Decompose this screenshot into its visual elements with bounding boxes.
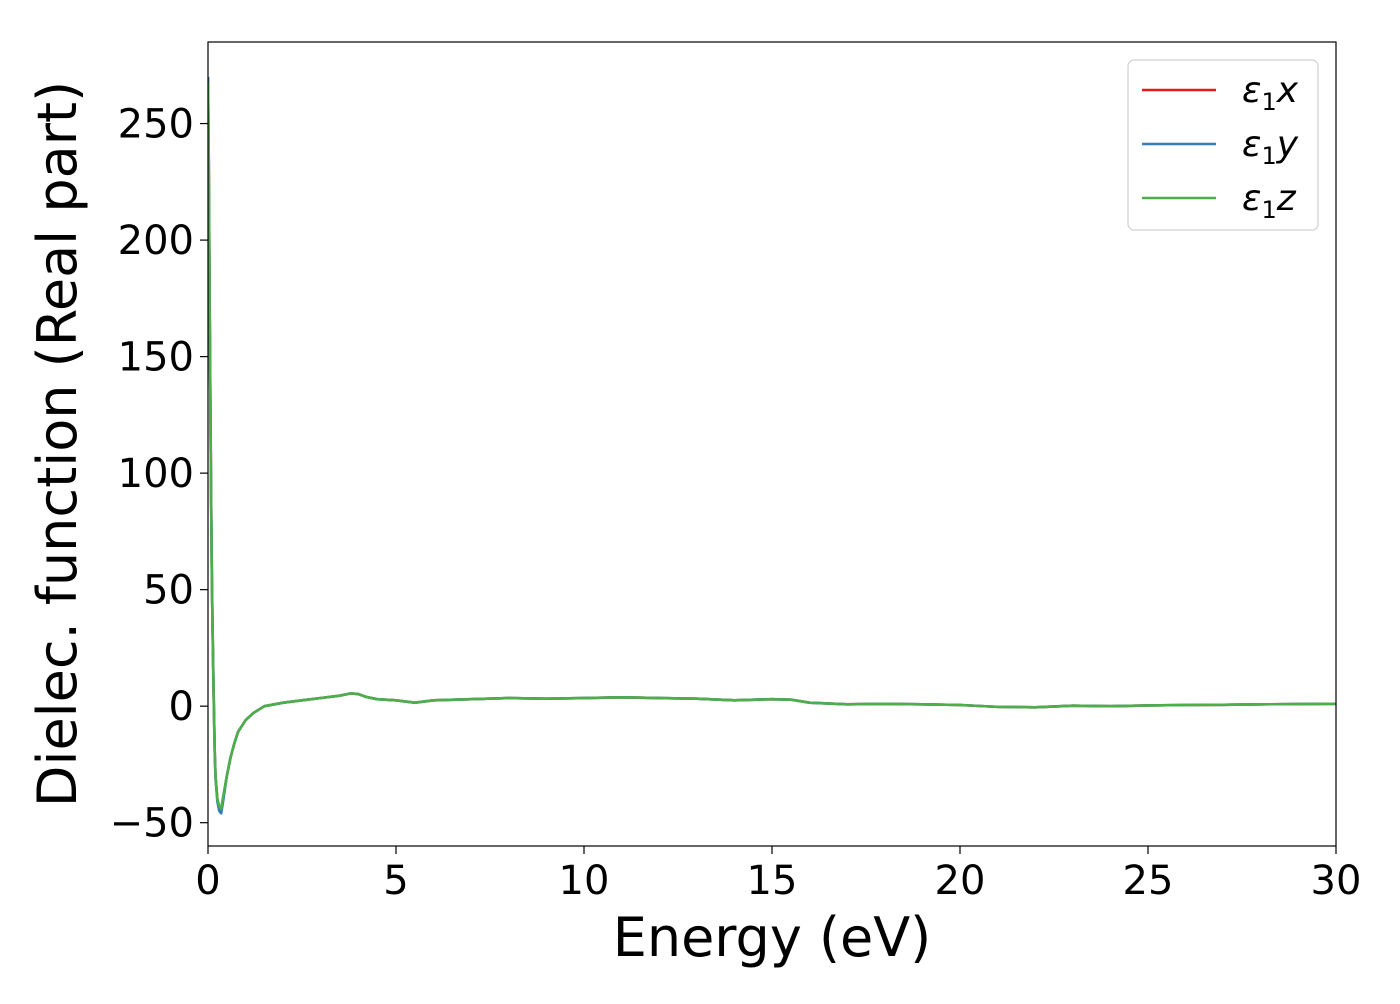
y-tick-label: 0 [169,684,194,730]
x-axis-ticks: 0 5 10 15 20 25 30 [195,846,1361,904]
y-tick-label: 50 [143,568,194,614]
series-line-z [208,81,1336,811]
legend-label: ε1y [1242,124,1299,170]
x-tick-label: 25 [1123,858,1174,904]
legend-box [1127,59,1319,231]
y-tick-label: 200 [118,218,194,264]
y-tick-label: 150 [118,335,194,381]
x-tick-label: 10 [559,858,610,904]
legend-label: ε1z [1242,178,1297,224]
y-tick-label: −50 [110,801,194,847]
x-tick-label: 20 [935,858,986,904]
x-axis-label: Energy (eV) [613,906,932,969]
x-tick-label: 15 [747,858,798,904]
x-tick-label: 0 [195,858,220,904]
y-axis-ticks: −50 0 50 100 150 200 250 [110,102,208,847]
legend-label: ε1x [1242,70,1299,116]
x-tick-label: 5 [383,858,408,904]
legend: ε1x ε1y ε1z [1127,59,1319,231]
y-tick-label: 250 [118,102,194,148]
plot-series-group [208,76,1336,815]
y-axis-label: Dielec. function (Real part) [26,81,89,807]
x-tick-label: 30 [1311,858,1362,904]
y-tick-label: 100 [118,451,194,497]
